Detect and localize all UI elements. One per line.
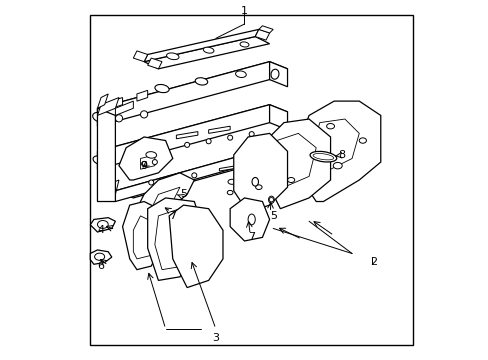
Ellipse shape xyxy=(312,153,319,157)
Polygon shape xyxy=(97,105,269,169)
Polygon shape xyxy=(219,165,241,171)
Text: 6: 6 xyxy=(98,261,104,271)
Polygon shape xyxy=(269,62,287,87)
Ellipse shape xyxy=(94,253,104,260)
Ellipse shape xyxy=(333,162,342,169)
Polygon shape xyxy=(112,98,122,108)
Polygon shape xyxy=(97,62,287,116)
Polygon shape xyxy=(90,218,115,232)
Ellipse shape xyxy=(326,123,334,129)
Ellipse shape xyxy=(359,138,366,143)
Ellipse shape xyxy=(255,185,262,189)
Ellipse shape xyxy=(227,190,233,195)
Ellipse shape xyxy=(235,71,246,77)
Polygon shape xyxy=(133,216,155,259)
Text: 3: 3 xyxy=(212,333,219,343)
Ellipse shape xyxy=(166,53,179,60)
Text: 9: 9 xyxy=(140,161,147,171)
Circle shape xyxy=(115,115,122,122)
Polygon shape xyxy=(97,62,269,126)
Polygon shape xyxy=(255,30,269,40)
Polygon shape xyxy=(97,180,119,202)
Polygon shape xyxy=(298,101,380,202)
Ellipse shape xyxy=(312,153,333,160)
Polygon shape xyxy=(176,132,198,139)
Text: 5: 5 xyxy=(180,189,186,199)
Polygon shape xyxy=(97,105,287,158)
Circle shape xyxy=(152,159,157,165)
Text: 4: 4 xyxy=(97,225,104,235)
Ellipse shape xyxy=(144,149,158,157)
Polygon shape xyxy=(155,209,190,270)
Polygon shape xyxy=(97,173,115,194)
Polygon shape xyxy=(97,94,108,108)
Polygon shape xyxy=(230,198,269,241)
Ellipse shape xyxy=(268,196,274,203)
Polygon shape xyxy=(115,101,133,116)
Text: 1: 1 xyxy=(241,6,247,17)
Circle shape xyxy=(148,180,153,185)
Ellipse shape xyxy=(251,177,258,186)
Polygon shape xyxy=(137,90,147,101)
Polygon shape xyxy=(119,137,172,180)
Circle shape xyxy=(191,173,196,178)
Polygon shape xyxy=(233,134,287,212)
Circle shape xyxy=(170,176,175,181)
Polygon shape xyxy=(144,30,258,62)
Circle shape xyxy=(170,192,175,196)
Text: 5: 5 xyxy=(269,211,276,221)
Ellipse shape xyxy=(240,42,248,47)
Circle shape xyxy=(206,139,211,144)
Ellipse shape xyxy=(247,214,255,225)
Polygon shape xyxy=(133,51,147,62)
Circle shape xyxy=(249,132,254,136)
Text: 7: 7 xyxy=(169,211,176,221)
Ellipse shape xyxy=(93,112,105,122)
Polygon shape xyxy=(265,119,330,209)
Circle shape xyxy=(142,161,146,166)
Polygon shape xyxy=(312,119,359,173)
Polygon shape xyxy=(147,198,201,280)
Ellipse shape xyxy=(309,151,336,162)
Polygon shape xyxy=(122,202,162,270)
Ellipse shape xyxy=(203,47,214,53)
Text: 7: 7 xyxy=(247,232,255,242)
Polygon shape xyxy=(258,26,273,33)
Circle shape xyxy=(269,198,273,202)
Polygon shape xyxy=(144,37,269,69)
Circle shape xyxy=(227,135,232,140)
Polygon shape xyxy=(269,148,287,166)
Text: 2: 2 xyxy=(369,257,376,267)
Ellipse shape xyxy=(287,177,294,183)
Polygon shape xyxy=(115,148,287,198)
Polygon shape xyxy=(97,98,119,116)
Polygon shape xyxy=(147,58,162,69)
Ellipse shape xyxy=(227,179,235,184)
Polygon shape xyxy=(169,205,223,288)
Ellipse shape xyxy=(97,221,108,228)
Polygon shape xyxy=(97,108,115,202)
Circle shape xyxy=(140,111,147,118)
Ellipse shape xyxy=(155,85,169,93)
Text: 8: 8 xyxy=(337,150,344,160)
Polygon shape xyxy=(151,187,180,209)
Polygon shape xyxy=(97,158,115,180)
Circle shape xyxy=(184,142,189,147)
Ellipse shape xyxy=(169,190,175,197)
Polygon shape xyxy=(137,173,194,220)
Polygon shape xyxy=(140,155,155,169)
Polygon shape xyxy=(208,126,230,134)
Ellipse shape xyxy=(270,69,278,79)
Ellipse shape xyxy=(93,156,105,165)
Ellipse shape xyxy=(195,78,207,85)
Polygon shape xyxy=(90,250,112,264)
Ellipse shape xyxy=(145,152,156,158)
Polygon shape xyxy=(269,105,287,130)
Polygon shape xyxy=(273,134,316,187)
Polygon shape xyxy=(115,148,269,202)
